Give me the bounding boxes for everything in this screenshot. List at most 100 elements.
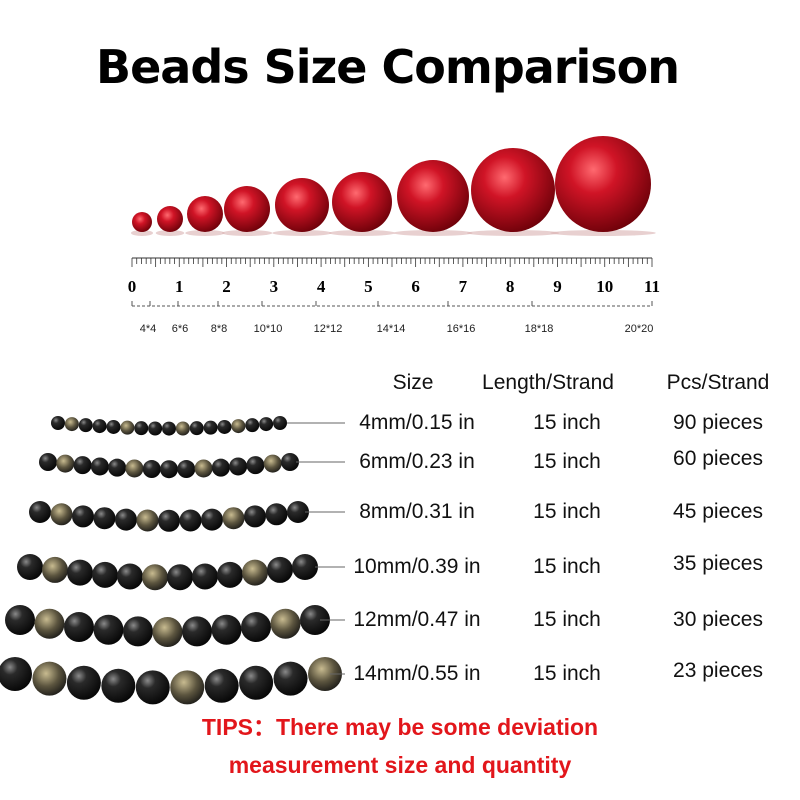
obsidian-bead (239, 665, 274, 700)
obsidian-bead (204, 668, 239, 703)
obsidian-bead (92, 561, 118, 588)
bead-size-label: 12*12 (314, 323, 343, 335)
obsidian-bead (64, 417, 79, 432)
obsidian-bead (267, 556, 293, 583)
obsidian-bead (72, 505, 94, 528)
obsidian-bead (265, 503, 288, 526)
obsidian-bead (101, 668, 136, 703)
obsidian-bead (273, 416, 287, 430)
inch-tick-label: 4 (317, 277, 326, 296)
red-bead (157, 206, 183, 232)
inch-tick-label: 7 (459, 277, 468, 296)
obsidian-bead (92, 419, 107, 434)
obsidian-bead (246, 456, 265, 475)
obsidian-bead (5, 605, 35, 635)
obsidian-bead (245, 418, 260, 433)
obsidian-bead (203, 420, 218, 435)
obsidian-bead (90, 457, 109, 476)
length-cell: 15 inch (533, 662, 601, 685)
bead-size-label: 14*14 (377, 323, 406, 335)
obsidian-bead (259, 417, 274, 432)
obsidian-bead (189, 421, 204, 436)
obsidian-bead (231, 419, 246, 434)
pieces-cell: 35 pieces (673, 552, 763, 575)
size-cell: 14mm/0.55 in (353, 662, 481, 685)
obsidian-bead (120, 420, 135, 435)
length-cell: 15 inch (533, 411, 601, 434)
bead-size-label: 18*18 (525, 323, 554, 335)
obsidian-bead (93, 614, 124, 645)
obsidian-bead (108, 458, 127, 477)
obsidian-bead (134, 421, 149, 436)
bead-size-label: 16*16 (447, 323, 476, 335)
size-cell: 4mm/0.15 in (359, 411, 475, 434)
leader-lines (287, 422, 345, 675)
obsidian-bead (211, 614, 242, 645)
obsidian-bead (66, 665, 101, 700)
size-cell: 10mm/0.39 in (353, 555, 481, 578)
pieces-cell: 23 pieces (673, 659, 763, 682)
ruler: 0 1 2 3 4 5 6 7 8 9 10 11 4*4 6*6 8*8 10*10 12*12 14*14 16… (128, 257, 660, 335)
obsidian-bead (67, 559, 93, 586)
obsidian-bead (158, 509, 180, 532)
obsidian-bead (42, 556, 68, 583)
page-title: Beads Size Comparison (96, 40, 680, 94)
inch-tick-label: 1 (175, 277, 184, 296)
inch-tick-label: 5 (364, 277, 373, 296)
bead-size-label: 8*8 (211, 323, 228, 335)
pieces-cell: 45 pieces (673, 500, 763, 523)
pieces-cell: 90 pieces (673, 411, 763, 434)
red-bead (275, 178, 329, 232)
obsidian-bead (135, 670, 170, 705)
obsidian-bead (93, 507, 116, 530)
red-bead (187, 196, 223, 232)
obsidian-bead (115, 508, 137, 531)
red-bead (555, 136, 651, 232)
obsidian-bead (192, 563, 218, 590)
obsidian-bead (263, 454, 282, 473)
obsidian-bead (64, 612, 94, 643)
tips-line-1: TIPS：There may be some deviation (201, 714, 599, 740)
length-cell: 15 inch (533, 450, 601, 473)
bracelet-stack-photo (0, 416, 342, 705)
obsidian-bead (308, 657, 342, 691)
obsidian-bead (273, 661, 308, 696)
red-bead (224, 186, 270, 232)
obsidian-bead (179, 509, 202, 532)
obsidian-bead (270, 608, 301, 639)
obsidian-bead (170, 670, 205, 705)
bead-size-label: 10*10 (254, 323, 283, 335)
pieces-cell: 30 pieces (673, 608, 763, 631)
red-bead (397, 160, 469, 232)
obsidian-bead (73, 456, 92, 475)
inch-tick-label: 10 (596, 277, 613, 296)
obsidian-bead (32, 661, 67, 696)
obsidian-bead (287, 501, 309, 523)
obsidian-bead (177, 460, 196, 479)
bead-size-label: 20*20 (625, 323, 654, 335)
obsidian-bead (50, 503, 73, 526)
tips-line-2: measurement size and quantity (228, 752, 572, 778)
obsidian-bead (162, 421, 176, 436)
obsidian-bead (281, 453, 299, 471)
obsidian-bead (106, 419, 121, 434)
column-header: Pcs/Strand (666, 371, 770, 394)
bead-size-label: 4*4 (140, 323, 157, 335)
obsidian-bead (39, 453, 57, 471)
obsidian-bead (182, 616, 212, 647)
size-cell: 12mm/0.47 in (353, 608, 481, 631)
obsidian-bead (136, 509, 159, 532)
obsidian-bead (229, 457, 248, 476)
obsidian-bead (167, 564, 193, 591)
obsidian-bead (175, 421, 190, 436)
length-cell: 15 inch (533, 608, 601, 631)
pieces-cell: 60 pieces (673, 447, 763, 470)
inch-tick-label: 9 (553, 277, 562, 296)
red-bead (332, 172, 392, 232)
obsidian-bead (241, 612, 271, 643)
obsidian-bead (78, 418, 93, 433)
obsidian-bead (222, 507, 245, 530)
length-cell: 15 inch (533, 500, 601, 523)
obsidian-bead (160, 460, 178, 479)
